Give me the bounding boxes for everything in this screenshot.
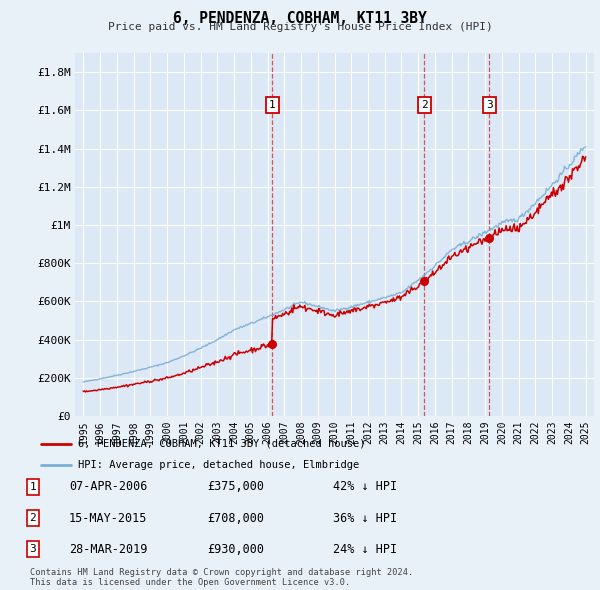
Text: 07-APR-2006: 07-APR-2006 bbox=[69, 480, 148, 493]
Text: 24% ↓ HPI: 24% ↓ HPI bbox=[333, 543, 397, 556]
Text: 2: 2 bbox=[29, 513, 37, 523]
Text: 1: 1 bbox=[269, 100, 275, 110]
Text: 28-MAR-2019: 28-MAR-2019 bbox=[69, 543, 148, 556]
Text: £930,000: £930,000 bbox=[207, 543, 264, 556]
Text: 15-MAY-2015: 15-MAY-2015 bbox=[69, 512, 148, 525]
Text: £708,000: £708,000 bbox=[207, 512, 264, 525]
Text: 3: 3 bbox=[486, 100, 493, 110]
Text: HPI: Average price, detached house, Elmbridge: HPI: Average price, detached house, Elmb… bbox=[78, 460, 359, 470]
Text: £375,000: £375,000 bbox=[207, 480, 264, 493]
Text: 36% ↓ HPI: 36% ↓ HPI bbox=[333, 512, 397, 525]
Text: 1: 1 bbox=[29, 482, 37, 491]
Text: 6, PENDENZA, COBHAM, KT11 3BY: 6, PENDENZA, COBHAM, KT11 3BY bbox=[173, 11, 427, 25]
Text: Contains HM Land Registry data © Crown copyright and database right 2024.
This d: Contains HM Land Registry data © Crown c… bbox=[30, 568, 413, 587]
Text: 6, PENDENZA, COBHAM, KT11 3BY (detached house): 6, PENDENZA, COBHAM, KT11 3BY (detached … bbox=[78, 438, 365, 448]
Text: Price paid vs. HM Land Registry's House Price Index (HPI): Price paid vs. HM Land Registry's House … bbox=[107, 22, 493, 32]
Text: 3: 3 bbox=[29, 545, 37, 554]
Text: 2: 2 bbox=[421, 100, 428, 110]
Text: 42% ↓ HPI: 42% ↓ HPI bbox=[333, 480, 397, 493]
